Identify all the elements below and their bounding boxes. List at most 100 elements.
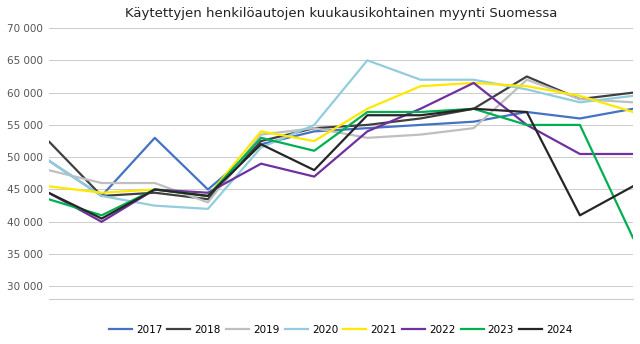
- 2018: [629, 90, 637, 95]
- Line: 2022: 2022: [49, 83, 633, 222]
- Line: 2020: 2020: [49, 60, 633, 209]
- 2017: [417, 123, 424, 127]
- 2019: [629, 100, 637, 104]
- 2017: [310, 129, 318, 133]
- 2017: [364, 126, 371, 130]
- 2020: [364, 58, 371, 62]
- 2023: [364, 110, 371, 114]
- 2017: [257, 142, 265, 146]
- 2020: [204, 207, 212, 211]
- 2021: [204, 194, 212, 198]
- Title: Käytettyjen henkilöautojen kuukausikohtainen myynti Suomessa: Käytettyjen henkilöautojen kuukausikohta…: [125, 7, 557, 20]
- 2018: [523, 74, 531, 78]
- 2017: [204, 187, 212, 192]
- 2018: [45, 139, 52, 143]
- 2019: [470, 126, 477, 130]
- 2023: [310, 149, 318, 153]
- 2023: [470, 107, 477, 111]
- 2019: [417, 132, 424, 137]
- 2020: [310, 123, 318, 127]
- 2020: [576, 100, 584, 104]
- 2023: [576, 123, 584, 127]
- 2020: [98, 194, 106, 198]
- 2020: [470, 78, 477, 82]
- 2021: [257, 129, 265, 133]
- 2018: [417, 116, 424, 120]
- 2021: [523, 84, 531, 88]
- 2022: [417, 107, 424, 111]
- 2019: [576, 97, 584, 101]
- 2022: [470, 81, 477, 85]
- 2024: [151, 187, 159, 192]
- 2017: [523, 110, 531, 114]
- 2022: [364, 129, 371, 133]
- 2021: [470, 81, 477, 85]
- 2022: [45, 191, 52, 195]
- 2021: [364, 107, 371, 111]
- 2017: [576, 116, 584, 120]
- 2022: [257, 162, 265, 166]
- Line: 2018: 2018: [49, 76, 633, 199]
- 2019: [151, 181, 159, 185]
- 2019: [45, 168, 52, 172]
- 2023: [151, 187, 159, 192]
- 2018: [98, 194, 106, 198]
- 2024: [310, 168, 318, 172]
- 2019: [310, 126, 318, 130]
- 2024: [470, 107, 477, 111]
- 2024: [364, 113, 371, 117]
- 2018: [576, 97, 584, 101]
- 2019: [98, 181, 106, 185]
- Legend: 2017, 2018, 2019, 2020, 2021, 2022, 2023, 2024: 2017, 2018, 2019, 2020, 2021, 2022, 2023…: [104, 321, 577, 339]
- 2024: [576, 213, 584, 217]
- 2021: [629, 110, 637, 114]
- 2017: [470, 120, 477, 124]
- 2024: [45, 191, 52, 195]
- 2024: [629, 184, 637, 188]
- 2023: [98, 213, 106, 217]
- 2021: [417, 84, 424, 88]
- 2022: [310, 174, 318, 179]
- 2017: [151, 136, 159, 140]
- 2022: [151, 187, 159, 192]
- 2017: [45, 158, 52, 162]
- 2022: [98, 220, 106, 224]
- 2023: [523, 123, 531, 127]
- 2024: [417, 113, 424, 117]
- 2022: [629, 152, 637, 156]
- 2020: [417, 78, 424, 82]
- 2018: [151, 191, 159, 195]
- 2020: [45, 158, 52, 162]
- 2024: [523, 110, 531, 114]
- 2022: [204, 191, 212, 195]
- 2023: [417, 110, 424, 114]
- 2020: [523, 87, 531, 92]
- Line: 2021: 2021: [49, 83, 633, 196]
- 2021: [310, 139, 318, 143]
- 2018: [257, 139, 265, 143]
- 2022: [523, 123, 531, 127]
- Line: 2024: 2024: [49, 109, 633, 218]
- 2021: [576, 94, 584, 98]
- Line: 2023: 2023: [49, 109, 633, 238]
- 2021: [151, 187, 159, 192]
- 2019: [523, 78, 531, 82]
- 2023: [629, 236, 637, 240]
- 2019: [364, 136, 371, 140]
- 2018: [364, 123, 371, 127]
- 2019: [257, 132, 265, 137]
- 2018: [310, 126, 318, 130]
- Line: 2019: 2019: [49, 80, 633, 202]
- 2024: [257, 142, 265, 146]
- 2019: [204, 200, 212, 204]
- 2022: [576, 152, 584, 156]
- 2024: [98, 216, 106, 221]
- 2020: [257, 146, 265, 150]
- 2020: [629, 94, 637, 98]
- 2018: [204, 197, 212, 201]
- 2023: [45, 197, 52, 201]
- 2018: [470, 107, 477, 111]
- 2023: [204, 194, 212, 198]
- 2017: [629, 107, 637, 111]
- 2020: [151, 204, 159, 208]
